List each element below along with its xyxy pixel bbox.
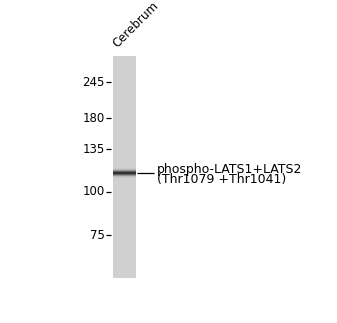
Text: Cerebrum: Cerebrum	[110, 0, 161, 50]
Text: (Thr1079 +Thr1041): (Thr1079 +Thr1041)	[157, 173, 286, 186]
Text: 135: 135	[83, 143, 105, 156]
Text: 245: 245	[83, 76, 105, 89]
Text: 100: 100	[83, 185, 105, 198]
Text: 180: 180	[83, 112, 105, 125]
Text: phospho-LATS1+LATS2: phospho-LATS1+LATS2	[157, 163, 302, 176]
Bar	[113, 56, 136, 277]
Text: 75: 75	[90, 229, 105, 242]
